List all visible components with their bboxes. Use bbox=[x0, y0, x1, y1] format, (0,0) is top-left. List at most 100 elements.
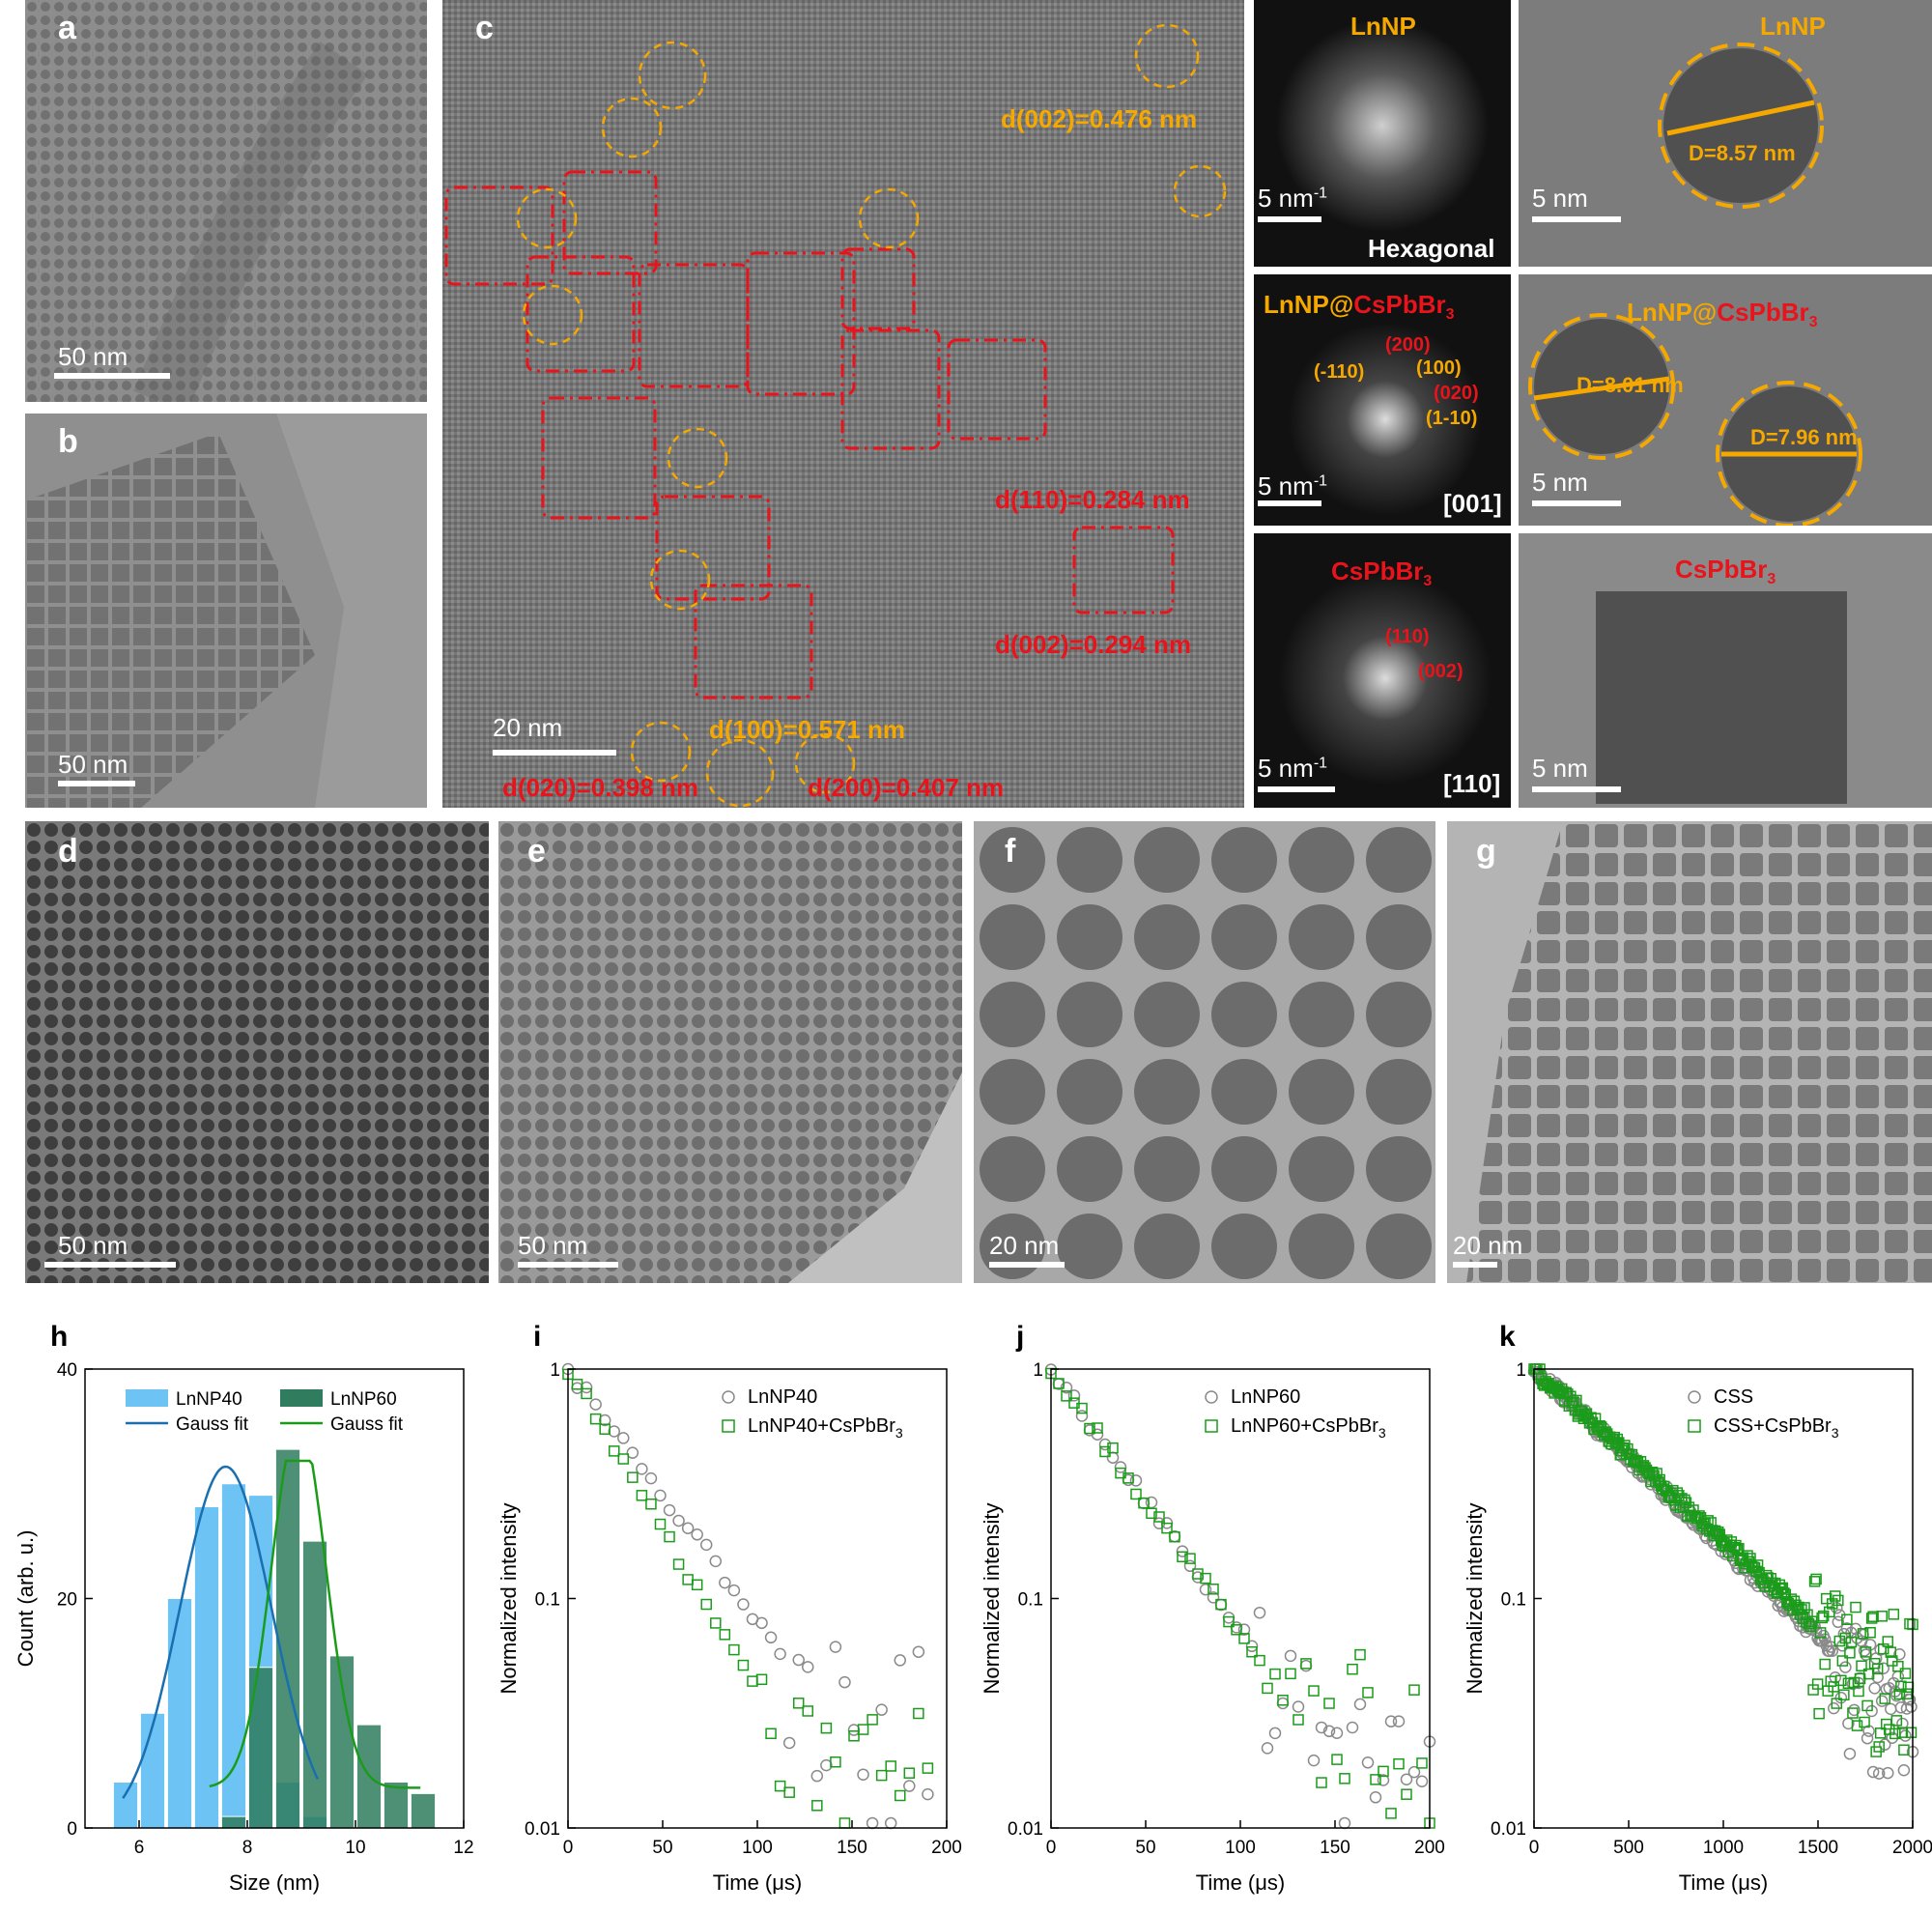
data-point bbox=[903, 1767, 916, 1779]
data-point bbox=[1872, 1767, 1886, 1780]
fft-lnnp: LnNP 5 nm-1 Hexagonal bbox=[1254, 0, 1511, 267]
data-point bbox=[1231, 1624, 1242, 1636]
x-tick-label: 0 bbox=[1046, 1838, 1057, 1858]
histogram-bar bbox=[410, 1792, 437, 1829]
data-point bbox=[903, 1780, 916, 1792]
data-point bbox=[1385, 1808, 1397, 1819]
legend-swatch bbox=[280, 1389, 323, 1407]
data-point bbox=[1841, 1613, 1853, 1625]
chart-h: h 6 8 10 12 0 20 40 Size (nm) Count (arb. u.) LnNP… bbox=[14, 1321, 474, 1895]
legend-label: LnNP60 bbox=[1231, 1386, 1300, 1408]
y-axis-label: Normalized intensity bbox=[980, 1502, 1004, 1694]
lnnp-outlines bbox=[516, 23, 1227, 808]
fft-pattern bbox=[1289, 323, 1482, 516]
data-point bbox=[1571, 1394, 1582, 1407]
data-point bbox=[866, 1816, 879, 1830]
data-point bbox=[682, 1574, 694, 1585]
fft-pattern bbox=[1276, 19, 1489, 232]
data-point bbox=[700, 1598, 712, 1611]
scale-bar bbox=[1532, 786, 1621, 792]
spot-index: (110) bbox=[1385, 626, 1430, 647]
x-tick-label: 100 bbox=[1225, 1838, 1256, 1858]
y-tick-label: 0.1 bbox=[535, 1590, 560, 1611]
data-point bbox=[1177, 1551, 1188, 1563]
data-point bbox=[1887, 1655, 1898, 1667]
chart-i: i 0 50 100 150 200 0.01 0.1 1 Time (μs) Normalized… bbox=[497, 1321, 962, 1895]
spot-index: (200) bbox=[1385, 334, 1431, 356]
data-point bbox=[1401, 1788, 1412, 1800]
data-point bbox=[1905, 1700, 1918, 1713]
d-spacing-label: d(002)=0.476 nm bbox=[1001, 104, 1198, 133]
data-point bbox=[1867, 1611, 1879, 1622]
hrtem-lnnp-cspbbr3: LnNP@CsPbBr3 D=8.01 nm D=7.96 nm 5 nm bbox=[1519, 274, 1932, 526]
data-point bbox=[1107, 1442, 1119, 1454]
data-point bbox=[867, 1714, 878, 1726]
data-point bbox=[1354, 1648, 1366, 1661]
data-point bbox=[838, 1675, 851, 1689]
scale-bar-text: 20 nm bbox=[493, 713, 563, 742]
panel-label-c: c bbox=[475, 10, 494, 46]
data-point bbox=[1222, 1612, 1236, 1624]
legend-label: LnNP40 bbox=[748, 1386, 817, 1408]
data-point bbox=[727, 1584, 741, 1597]
data-point bbox=[1246, 1645, 1258, 1658]
data-point bbox=[1169, 1530, 1180, 1543]
data-point bbox=[1268, 1727, 1282, 1740]
data-point bbox=[764, 1631, 778, 1644]
y-tick-label: 1 bbox=[550, 1360, 560, 1381]
legend-label: LnNP60 bbox=[330, 1389, 397, 1410]
data-point bbox=[1331, 1754, 1343, 1765]
data-point bbox=[1223, 1615, 1235, 1628]
data-point bbox=[1330, 1727, 1344, 1740]
scale-bar bbox=[54, 373, 170, 379]
data-point bbox=[1565, 1390, 1577, 1403]
scale-bar-text: 5 nm bbox=[1532, 468, 1588, 497]
histogram-bar bbox=[220, 1815, 247, 1829]
data-point bbox=[1803, 1618, 1815, 1630]
data-point bbox=[820, 1722, 833, 1734]
data-point bbox=[1901, 1688, 1913, 1699]
panel-label-b: b bbox=[58, 423, 78, 460]
hrtem-overlay bbox=[1658, 43, 1824, 209]
d-spacing-label: d(002)=0.294 nm bbox=[995, 630, 1192, 659]
data-point bbox=[1347, 1663, 1358, 1675]
diameter-label: D=8.57 nm bbox=[1689, 141, 1796, 165]
data-point bbox=[627, 1471, 639, 1483]
data-point bbox=[608, 1445, 620, 1457]
fft-cspbbr3: CsPbBr3 (110) (002) 5 nm-1 [110] bbox=[1254, 533, 1511, 808]
data-point bbox=[1361, 1756, 1375, 1769]
tem-texture bbox=[974, 821, 1435, 1283]
data-point bbox=[1215, 1598, 1227, 1611]
data-point bbox=[1742, 1550, 1753, 1561]
data-point bbox=[1307, 1754, 1321, 1767]
data-point bbox=[1878, 1738, 1891, 1751]
x-tick-label: 150 bbox=[837, 1838, 867, 1858]
data-point bbox=[1208, 1584, 1219, 1595]
data-point bbox=[1254, 1654, 1265, 1667]
data-point bbox=[581, 1387, 592, 1400]
data-point bbox=[1129, 1474, 1143, 1487]
data-point bbox=[1099, 1445, 1111, 1458]
data-point bbox=[1138, 1497, 1150, 1509]
data-point bbox=[1369, 1791, 1382, 1804]
data-point bbox=[664, 1530, 675, 1543]
data-point bbox=[1808, 1576, 1821, 1587]
data-point bbox=[1896, 1717, 1909, 1730]
y-tick-label: 0.1 bbox=[1018, 1590, 1043, 1611]
data-point bbox=[1815, 1635, 1829, 1647]
gauss-fit-line bbox=[209, 1459, 421, 1789]
data-point bbox=[1851, 1720, 1863, 1731]
data-point bbox=[811, 1800, 823, 1812]
data-point bbox=[1230, 1621, 1243, 1634]
data-point bbox=[1060, 1381, 1073, 1394]
data-point bbox=[1850, 1601, 1861, 1613]
tem-image-a: a 50 nm bbox=[25, 0, 427, 402]
data-point bbox=[1300, 1658, 1312, 1670]
chart-k: k 0 500 1000 1500 2000 0.01 0.1 1 Time (μs) Normal… bbox=[1463, 1321, 1932, 1895]
data-point bbox=[1061, 1390, 1072, 1402]
fft-lnnp-cspbbr3: LnNP@CsPbBr3 (200) (-110) (100) (020) (1… bbox=[1254, 274, 1511, 526]
data-point bbox=[894, 1654, 907, 1667]
data-point bbox=[1407, 1765, 1421, 1779]
data-point bbox=[719, 1576, 731, 1589]
data-point bbox=[1316, 1777, 1327, 1788]
